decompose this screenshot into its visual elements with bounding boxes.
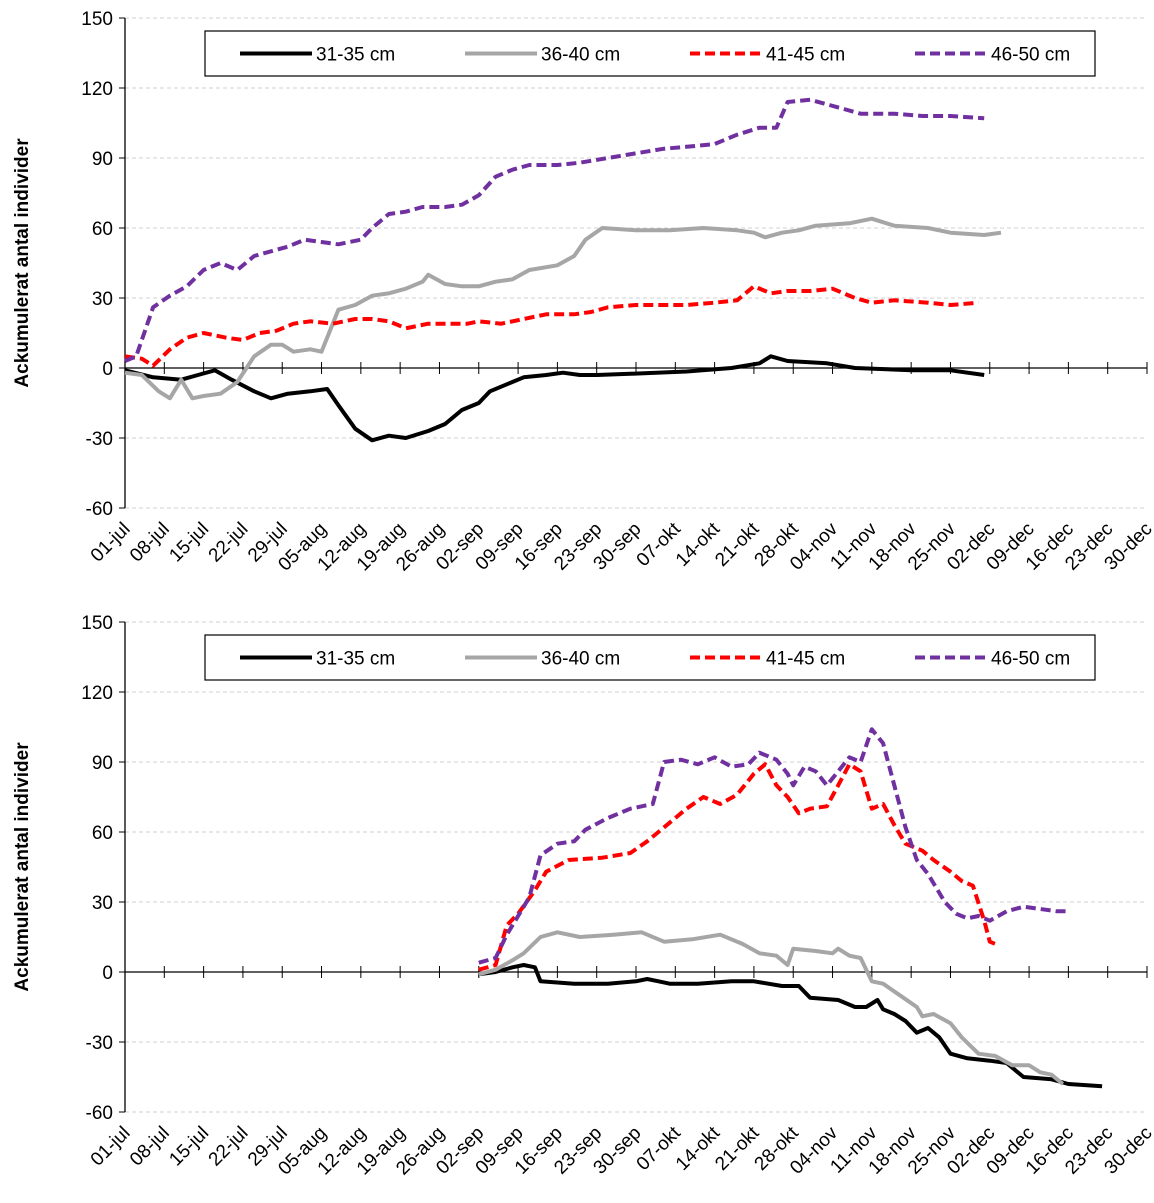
legend-label: 31-35 cm	[316, 649, 395, 670]
legend: 31-35 cm 36-40 cm 41-45 cm 46-50 cm	[204, 30, 1096, 77]
y-axis-title: Ackumulerat antal individer	[12, 138, 33, 388]
y-tick-label: 150	[81, 613, 113, 634]
y-tick-label: 0	[102, 963, 113, 984]
series-line	[124, 354, 985, 443]
x-tick-label: 22-jul	[205, 519, 253, 567]
x-tick-label: 01-jul	[87, 1123, 135, 1171]
series-line	[478, 762, 997, 972]
y-axis-title: Ackumulerat antal individer	[12, 742, 33, 992]
x-tick-label: 21-okt	[711, 1122, 764, 1175]
y-tick-label: -30	[86, 429, 113, 450]
y-tick-label: 120	[81, 683, 113, 704]
x-tick-label: 08-jul	[126, 1123, 174, 1171]
y-tick-label: 60	[92, 823, 113, 844]
x-tick-label: 08-jul	[126, 519, 174, 567]
y-tick-label: 0	[102, 359, 113, 380]
y-tick-label: -60	[86, 499, 113, 520]
legend-label: 31-35 cm	[316, 45, 395, 66]
legend-label: 41-45 cm	[766, 649, 845, 670]
legend-label: 46-50 cm	[991, 649, 1070, 670]
x-tick-label: 01-jul	[87, 519, 135, 567]
legend: 31-35 cm 36-40 cm 41-45 cm 46-50 cm	[204, 634, 1096, 681]
legend-label: 36-40 cm	[541, 45, 620, 66]
x-tick-label: 14-okt	[672, 518, 725, 571]
x-tick-label: 15-jul	[165, 1123, 213, 1171]
series-line	[478, 930, 1065, 1086]
series-line	[478, 727, 1069, 965]
series-line	[124, 284, 979, 368]
y-tick-label: 30	[92, 893, 113, 914]
y-tick-label: 90	[92, 753, 113, 774]
x-tick-label: 07-okt	[633, 518, 686, 571]
x-tick-label: 14-okt	[672, 1122, 725, 1175]
legend-label: 46-50 cm	[991, 45, 1070, 66]
legend-label: 36-40 cm	[541, 649, 620, 670]
y-tick-label: -60	[86, 1103, 113, 1124]
series-line	[478, 963, 1103, 1089]
x-tick-label: 22-jul	[205, 1123, 253, 1171]
series-line	[124, 216, 1002, 401]
series-line	[124, 97, 985, 363]
y-tick-label: -30	[86, 1033, 113, 1054]
y-tick-label: 150	[81, 9, 113, 30]
x-tick-label: 07-okt	[633, 1122, 686, 1175]
x-tick-label: 15-jul	[165, 519, 213, 567]
legend-label: 41-45 cm	[766, 45, 845, 66]
x-tick-label: 21-okt	[711, 518, 764, 571]
y-tick-label: 30	[92, 289, 113, 310]
y-tick-label: 120	[81, 79, 113, 100]
y-tick-label: 90	[92, 149, 113, 170]
y-tick-label: 60	[92, 219, 113, 240]
